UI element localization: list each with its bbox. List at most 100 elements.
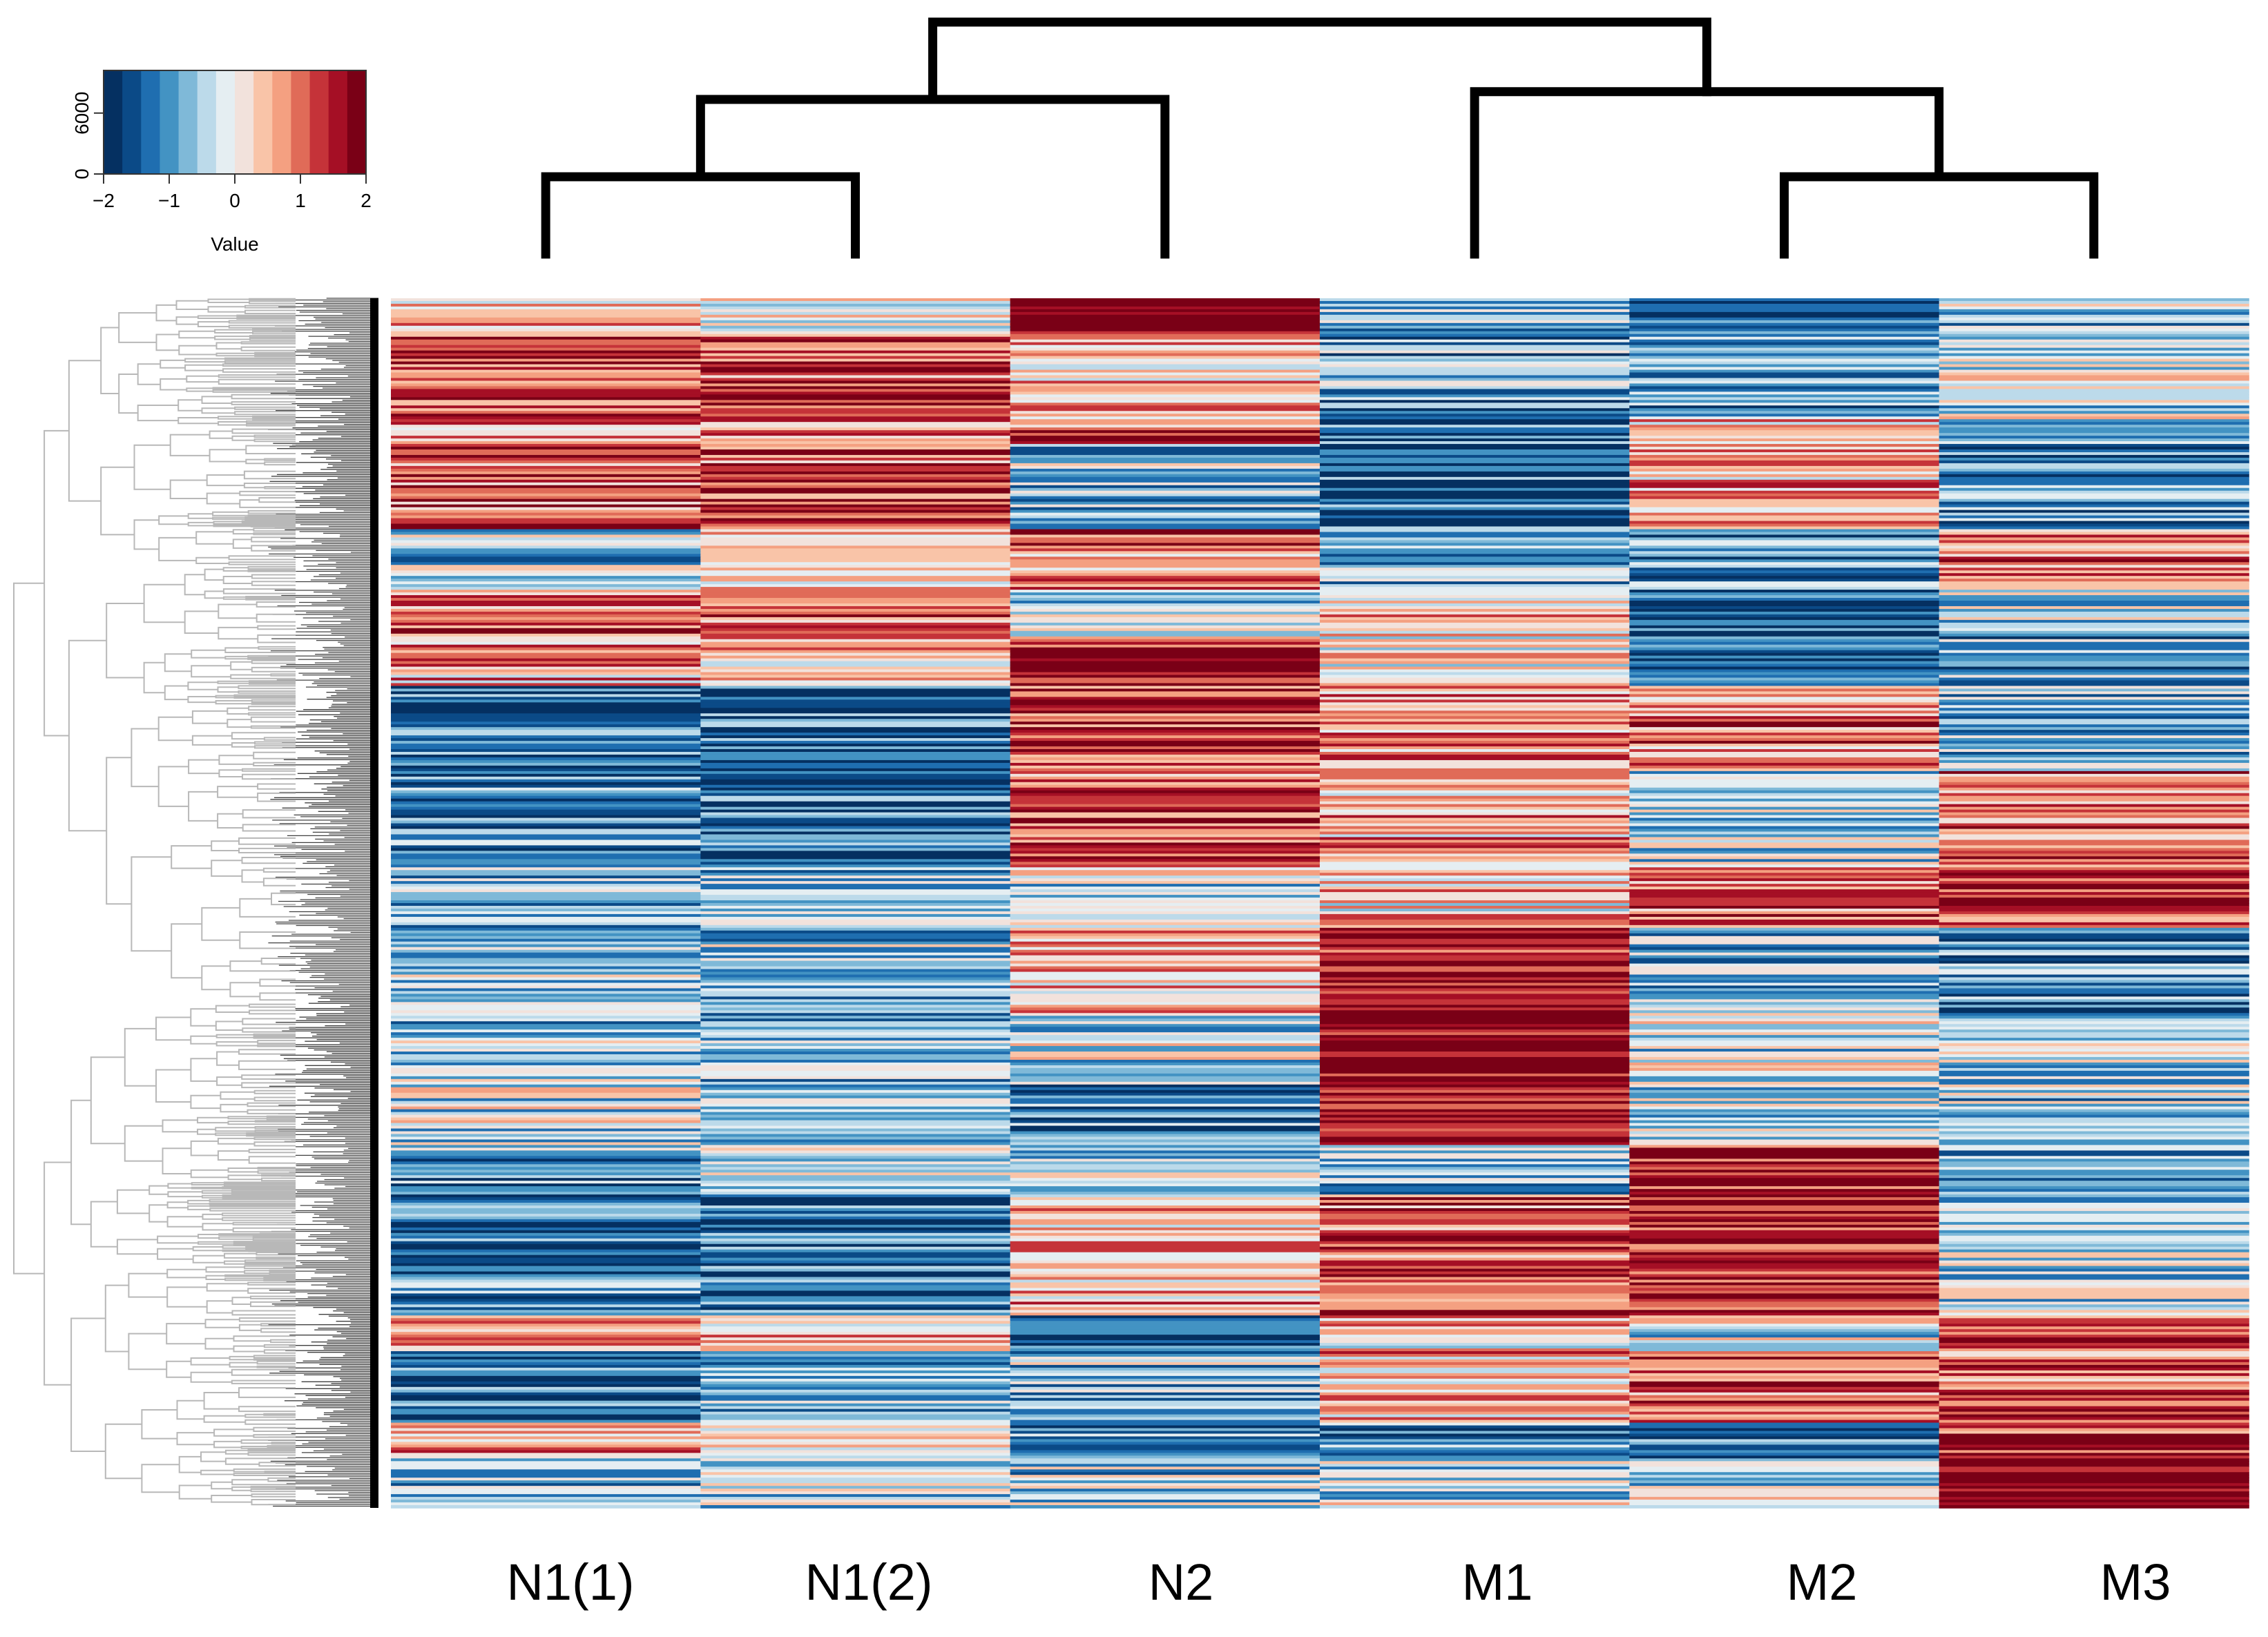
heatmap-cell bbox=[700, 985, 1011, 989]
heatmap-cell bbox=[1320, 1010, 1631, 1014]
heatmap-cell bbox=[700, 782, 1011, 786]
heatmap-cell bbox=[1629, 1123, 1940, 1127]
heatmap-cell bbox=[1629, 1373, 1940, 1377]
heatmap-cell bbox=[1010, 806, 1320, 811]
heatmap-cell bbox=[1629, 817, 1940, 822]
heatmap-cell bbox=[1320, 526, 1631, 530]
heatmap-cell bbox=[700, 311, 1011, 316]
heatmap-cell bbox=[1320, 913, 1631, 918]
heatmap-cell bbox=[1629, 322, 1940, 327]
heatmap-cell bbox=[1320, 590, 1631, 593]
heatmap-cell bbox=[700, 1326, 1011, 1330]
heatmap-cell bbox=[1939, 949, 2249, 953]
heatmap-cell bbox=[1939, 1364, 2249, 1368]
heatmap-cell bbox=[700, 1464, 1011, 1468]
heatmap-cell bbox=[700, 1489, 1011, 1492]
heatmap-cell bbox=[1320, 1266, 1631, 1270]
heatmap-cell bbox=[700, 795, 1011, 800]
heatmap-cell bbox=[700, 1411, 1011, 1415]
heatmap-cell bbox=[700, 598, 1011, 601]
heatmap-cell bbox=[1320, 320, 1631, 324]
heatmap-cell bbox=[1320, 1364, 1631, 1368]
heatmap-cell bbox=[700, 991, 1011, 995]
heatmap-cell bbox=[1629, 498, 1940, 503]
heatmap-cell bbox=[1320, 842, 1631, 846]
heatmap-cell bbox=[1629, 686, 1940, 690]
heatmap-cell bbox=[1320, 666, 1631, 670]
heatmap-cell bbox=[1320, 1428, 1631, 1432]
heatmap-cell bbox=[700, 1312, 1011, 1317]
heatmap-cell bbox=[391, 1156, 702, 1160]
heatmap-cell bbox=[391, 867, 702, 871]
heatmap-cell bbox=[1939, 1106, 2249, 1110]
heatmap-cell bbox=[1010, 1400, 1320, 1404]
heatmap-cell bbox=[1320, 1494, 1631, 1498]
heatmap-cell bbox=[1010, 652, 1320, 657]
heatmap-cell bbox=[391, 576, 702, 579]
heatmap-cell bbox=[1010, 1397, 1320, 1402]
heatmap-cell bbox=[700, 454, 1011, 458]
heatmap-cell bbox=[1010, 1282, 1320, 1286]
heatmap-cell bbox=[391, 608, 702, 612]
heatmap-cell bbox=[1010, 529, 1320, 533]
heatmap-cell bbox=[1010, 1040, 1320, 1044]
color-key-swatch bbox=[309, 70, 329, 174]
heatmap-cell bbox=[700, 675, 1011, 679]
heatmap-cell bbox=[1629, 568, 1940, 571]
heatmap-cell bbox=[391, 1106, 702, 1110]
heatmap-cell bbox=[1010, 389, 1320, 393]
heatmap-cell bbox=[1629, 680, 1940, 684]
heatmap-cell bbox=[1320, 1156, 1631, 1160]
heatmap-cell bbox=[1939, 1392, 2249, 1396]
heatmap-cell bbox=[1629, 1073, 1940, 1077]
heatmap-cell bbox=[391, 1373, 702, 1377]
heatmap-cell bbox=[1629, 1299, 1940, 1303]
heatmap-cell bbox=[1939, 988, 2249, 992]
heatmap-cell bbox=[1629, 300, 1940, 304]
heatmap-cell bbox=[1939, 1378, 2249, 1382]
heatmap-cell bbox=[1320, 1478, 1631, 1481]
heatmap-cell bbox=[1010, 1359, 1320, 1363]
heatmap-cell bbox=[1010, 1054, 1320, 1058]
heatmap-cell bbox=[391, 898, 702, 901]
heatmap-cell bbox=[391, 1381, 702, 1385]
heatmap-cell bbox=[1629, 1142, 1940, 1146]
heatmap-cell bbox=[1939, 447, 2249, 450]
heatmap-cell bbox=[1629, 548, 1940, 552]
heatmap-cell bbox=[1629, 675, 1940, 679]
heatmap-cell bbox=[700, 1159, 1011, 1163]
heatmap-cell bbox=[1939, 963, 2249, 967]
heatmap-cell bbox=[700, 1178, 1011, 1181]
heatmap-cell bbox=[1939, 1279, 2249, 1284]
heatmap-cell bbox=[1010, 309, 1320, 313]
heatmap-cell bbox=[1320, 1112, 1631, 1116]
heatmap-cell bbox=[1320, 991, 1631, 995]
heatmap-cell bbox=[391, 1024, 702, 1027]
heatmap-cell bbox=[700, 1186, 1011, 1190]
heatmap-cell bbox=[1939, 498, 2249, 503]
heatmap-cell bbox=[1320, 419, 1631, 423]
heatmap-cell bbox=[700, 922, 1011, 926]
heatmap-cell bbox=[1320, 895, 1631, 898]
heatmap-cell bbox=[1939, 1213, 2249, 1217]
heatmap-cell bbox=[1010, 733, 1320, 736]
heatmap-cell bbox=[1010, 971, 1320, 976]
heatmap-cell bbox=[700, 339, 1011, 343]
heatmap-cell bbox=[1629, 955, 1940, 959]
heatmap-cell bbox=[1320, 1411, 1631, 1415]
heatmap-cell bbox=[391, 919, 702, 923]
heatmap-cell bbox=[1320, 487, 1631, 492]
heatmap-cell bbox=[1629, 496, 1940, 500]
heatmap-cell bbox=[700, 333, 1011, 338]
heatmap-cell bbox=[391, 380, 702, 385]
heatmap-cell bbox=[1320, 1065, 1631, 1069]
heatmap-cell bbox=[700, 345, 1011, 349]
heatmap-cell bbox=[1320, 1257, 1631, 1261]
heatmap-cell bbox=[1939, 614, 2249, 618]
heatmap-cell bbox=[1010, 636, 1320, 640]
heatmap-cell bbox=[1939, 474, 2249, 478]
heatmap-cell bbox=[1010, 1232, 1320, 1237]
heatmap-cell bbox=[700, 1243, 1011, 1248]
heatmap-cell bbox=[1939, 463, 2249, 467]
heatmap-cell bbox=[1010, 1500, 1320, 1503]
